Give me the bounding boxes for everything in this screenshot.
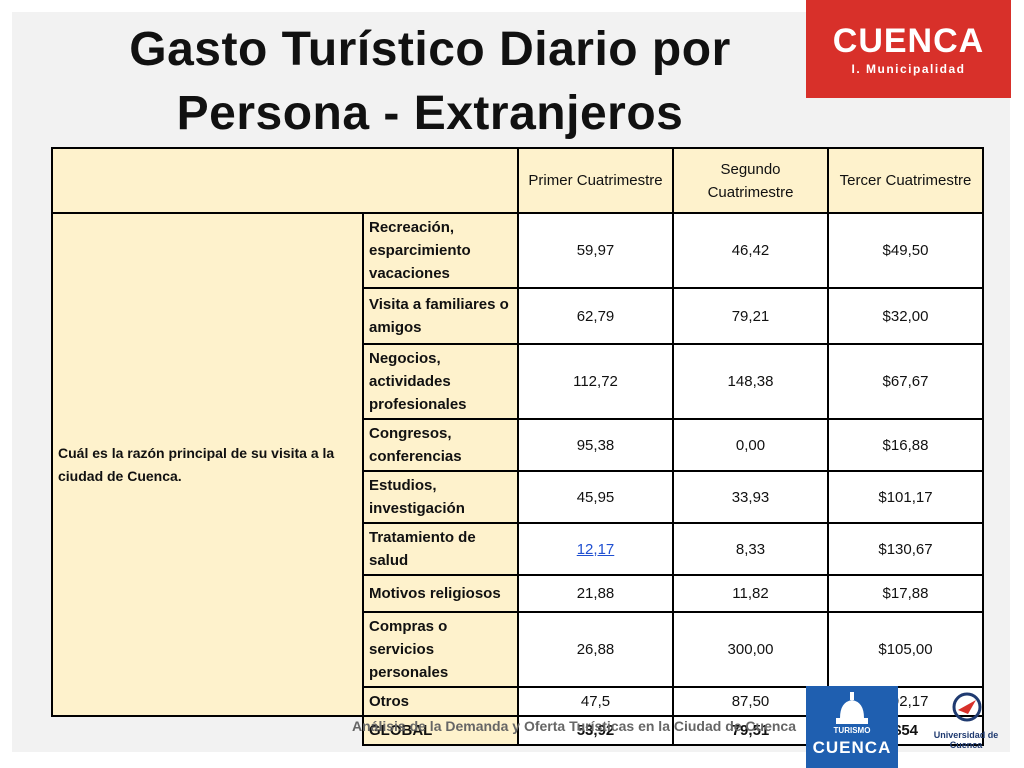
value-cell: $16,88 [827, 418, 984, 472]
header-segundo: Segundo Cuatrimestre [672, 147, 829, 214]
header-primer: Primer Cuatrimestre [517, 147, 674, 214]
row-label: Congresos, conferencias [362, 418, 519, 472]
table-row: Negocios, actividades profesionales 112,… [52, 343, 984, 420]
row-label: Recreación, esparcimiento vacaciones [362, 212, 519, 289]
value-cell: 148,38 [672, 343, 829, 420]
row-label: Visita a familiares o amigos [362, 287, 519, 345]
value-cell: 300,00 [672, 611, 829, 688]
logo-word: CUENCA [832, 22, 985, 60]
value-cell: $130,67 [827, 522, 984, 576]
value-cell: $49,50 [827, 212, 984, 289]
value-cell: $32,00 [827, 287, 984, 345]
value-cell: $105,00 [827, 611, 984, 688]
row-label: Estudios, investigación [362, 470, 519, 524]
turismo-label: TURISMO [833, 726, 871, 735]
table-row: Estudios, investigación 45,95 33,93 $101… [52, 470, 984, 524]
value-cell: 46,42 [672, 212, 829, 289]
value-cell: 0,00 [672, 418, 829, 472]
table-row: Congresos, conferencias 95,38 0,00 $16,8… [52, 418, 984, 472]
row-label: Compras o servicios personales [362, 611, 519, 688]
global-spacer [52, 716, 363, 745]
university-name: Universidad de Cuenca [933, 730, 999, 750]
global-label: GLOBAL [362, 715, 519, 746]
global-value: 53,92 [517, 715, 674, 746]
row-label: Otros [362, 686, 519, 717]
value-cell: 33,93 [672, 470, 829, 524]
logo-subtitle: I. Municipalidad [851, 62, 966, 76]
value-cell: 12,17 [517, 522, 674, 576]
value-cell: 95,38 [517, 418, 674, 472]
table-row: Compras o servicios personales 26,88 300… [52, 611, 984, 688]
value-cell: 11,82 [672, 574, 829, 613]
table-row: Cuál es la razón principal de su visita … [51, 212, 984, 717]
turismo-cuenca-logo: TURISMO CUENCA [806, 686, 898, 768]
global-value: 79,51 [672, 715, 829, 746]
table-row: Visita a familiares o amigos 62,79 79,21… [52, 287, 984, 345]
header-tercer: Tercer Cuatrimestre [827, 147, 984, 214]
municipality-logo: CUENCA I. Municipalidad [806, 0, 1011, 98]
value-link[interactable]: 12,17 [576, 540, 615, 558]
value-cell: 79,21 [672, 287, 829, 345]
church-dome-icon [836, 692, 868, 724]
spending-table: Primer Cuatrimestre Segundo Cuatrimestre… [51, 147, 984, 746]
value-cell: $67,67 [827, 343, 984, 420]
value-cell: 112,72 [517, 343, 674, 420]
value-cell: $17,88 [827, 574, 984, 613]
row-label: Negocios, actividades profesionales [362, 343, 519, 420]
value-cell: 62,79 [517, 287, 674, 345]
value-cell: 47,5 [517, 686, 674, 717]
university-emblem-icon [952, 692, 982, 722]
value-cell: 87,50 [672, 686, 829, 717]
turismo-cuenca-label: CUENCA [812, 738, 892, 757]
university-logo: Universidad de Cuenca [918, 692, 1014, 752]
value-cell: 8,33 [672, 522, 829, 576]
header-empty-cell [51, 147, 519, 214]
footer-caption: Análisis de la Demanda y Oferta Turístic… [352, 718, 796, 734]
value-cell: 59,97 [517, 212, 674, 289]
row-label: Tratamiento de salud [362, 522, 519, 576]
table-row: Tratamiento de salud 12,17 8,33 $130,67 [52, 522, 984, 576]
row-label: Motivos religiosos [362, 574, 519, 613]
value-cell: 45,95 [517, 470, 674, 524]
value-cell: $101,17 [827, 470, 984, 524]
table-row: Motivos religiosos 21,88 11,82 $17,88 [52, 574, 984, 613]
global-row: GLOBAL 53,92 79,51 $54 [52, 715, 984, 746]
value-cell: 21,88 [517, 574, 674, 613]
table-header-row: Primer Cuatrimestre Segundo Cuatrimestre… [51, 147, 984, 214]
value-cell: 26,88 [517, 611, 674, 688]
slide-title: Gasto Turístico Diario por Persona - Ext… [129, 23, 731, 140]
question-cell: Cuál es la razón principal de su visita … [51, 212, 364, 717]
